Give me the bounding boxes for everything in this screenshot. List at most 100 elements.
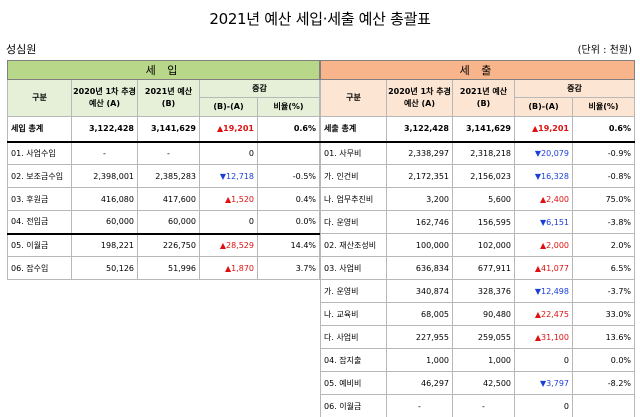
ratio-cell: 14.4% — [256, 233, 321, 257]
header-prev-budget: 2020년 1차 추경 예산 (A) — [71, 79, 138, 117]
diff-cell: 0 — [199, 141, 258, 165]
header-curr-budget: 2021년 예산 (B) — [137, 79, 200, 117]
prev-budget-cell: 3,122,428 — [71, 116, 138, 143]
prev-budget-cell: 2,172,351 — [386, 164, 453, 188]
diff-cell: 0 — [514, 348, 573, 372]
row-label: 가. 인건비 — [320, 164, 387, 188]
ratio-cell: 6.5% — [571, 256, 636, 280]
curr-budget-cell: 226,750 — [137, 233, 200, 257]
prev-budget-cell: 3,122,428 — [386, 116, 453, 143]
diff-cell: 0 — [514, 394, 573, 417]
diff-cell: 0 — [199, 210, 258, 235]
diff-cell: ▲41,077 — [514, 256, 573, 280]
prev-budget-cell: 1,000 — [386, 348, 453, 372]
row-label: 03. 후원금 — [7, 187, 72, 211]
prev-budget-cell: 68,005 — [386, 302, 453, 326]
table-total-row: 세입 총계 3,122,428 3,141,629 ▲19,201 0.6% — [7, 116, 321, 143]
table-row: 04. 전입금 60,000 60,000 0 0.0% — [7, 210, 321, 235]
row-label: 나. 교육비 — [320, 302, 387, 326]
row-label: 06. 잡수입 — [7, 256, 72, 280]
prev-budget-cell: 2,338,297 — [386, 141, 453, 165]
expense-rows: 세출 총계 3,122,428 3,141,629 ▲19,201 0.6% 01. 사무… — [320, 116, 636, 417]
row-label: 03. 사업비 — [320, 256, 387, 280]
curr-budget-cell: 5,600 — [452, 187, 515, 211]
prev-budget-cell: 416,080 — [71, 187, 138, 211]
diff-cell: ▼16,328 — [514, 164, 573, 188]
row-label: 01. 사업수입 — [7, 141, 72, 165]
ratio-cell: -8.2% — [571, 371, 636, 395]
table-row: 03. 후원금 416,080 417,600 ▲1,520 0.4% — [7, 187, 321, 211]
prev-budget-cell: 2,398,001 — [71, 164, 138, 188]
table-row: 06. 잡수입 50,126 51,996 ▲1,870 3.7% — [7, 256, 321, 280]
ratio-cell: 33.0% — [571, 302, 636, 326]
expense-banner-row: 세 출 — [319, 60, 636, 80]
curr-budget-cell: 2,156,023 — [452, 164, 515, 188]
ratio-cell: 0.6% — [256, 116, 321, 143]
ratio-cell: 0.0% — [571, 348, 636, 372]
diff-cell: ▼12,718 — [199, 164, 258, 188]
expense-table: 세 출 구분 2020년 1차 추경 예산 (A) 2021년 예산 (B) 증… — [319, 60, 636, 417]
table-row: 04. 잡지출 1,000 1,000 0 0.0% — [320, 348, 636, 372]
ratio-cell: 75.0% — [571, 187, 636, 211]
header-ratio: 비율(%) — [571, 97, 636, 117]
prev-budget-cell: 50,126 — [71, 256, 138, 280]
row-label: 다. 운영비 — [320, 210, 387, 234]
prev-budget-cell: 3,200 — [386, 187, 453, 211]
curr-budget-cell: - — [452, 394, 515, 417]
curr-budget-cell: - — [137, 141, 200, 165]
curr-budget-cell: 1,000 — [452, 348, 515, 372]
diff-cell: ▲2,400 — [514, 187, 573, 211]
prev-budget-cell: 340,874 — [386, 279, 453, 303]
prev-budget-cell: 46,297 — [386, 371, 453, 395]
curr-budget-cell: 677,911 — [452, 256, 515, 280]
diff-cell: ▼20,079 — [514, 141, 573, 165]
header-diff: (B)-(A) — [514, 97, 573, 117]
table-row: 03. 사업비 636,834 677,911 ▲41,077 6.5% — [320, 256, 636, 280]
prev-budget-cell: 100,000 — [386, 233, 453, 257]
ratio-cell: 0.4% — [256, 187, 321, 211]
row-label: 세출 총계 — [320, 116, 387, 143]
table-row: 05. 예비비 46,297 42,500 ▼3,797 -8.2% — [320, 371, 636, 395]
diff-cell: ▲31,100 — [514, 325, 573, 349]
row-label: 02. 재산조성비 — [320, 233, 387, 257]
diff-cell: ▲2,000 — [514, 233, 573, 257]
table-row: 나. 업무추진비 3,200 5,600 ▲2,400 75.0% — [320, 187, 636, 211]
ratio-cell: 0.6% — [571, 116, 636, 143]
curr-budget-cell: 90,480 — [452, 302, 515, 326]
curr-budget-cell: 156,595 — [452, 210, 515, 234]
curr-budget-cell: 42,500 — [452, 371, 515, 395]
curr-budget-cell: 3,141,629 — [137, 116, 200, 143]
table-row: 06. 이월금 - -0 — [320, 394, 636, 417]
curr-budget-cell: 417,600 — [137, 187, 200, 211]
header-category: 구분 — [320, 79, 387, 117]
table-row: 나. 교육비 68,005 90,480 ▲22,475 33.0% — [320, 302, 636, 326]
diff-cell: ▼12,498 — [514, 279, 573, 303]
income-rows: 세입 총계 3,122,428 3,141,629 ▲19,201 0.6% 01. 사업… — [7, 116, 321, 280]
income-banner: 세 입 — [6, 60, 321, 80]
row-label: 04. 잡지출 — [320, 348, 387, 372]
header-category: 구분 — [7, 79, 72, 117]
header-ratio: 비율(%) — [256, 97, 321, 117]
curr-budget-cell: 2,385,283 — [137, 164, 200, 188]
ratio-cell: -0.9% — [571, 141, 636, 165]
ratio-cell: -0.5% — [256, 164, 321, 188]
table-row: 05. 이월금 198,221 226,750 ▲28,529 14.4% — [7, 233, 321, 257]
table-row: 다. 운영비 162,746 156,595 ▼6,151 -3.8% — [320, 210, 636, 234]
prev-budget-cell: 227,955 — [386, 325, 453, 349]
row-label: 01. 사무비 — [320, 141, 387, 165]
header-prev-budget: 2020년 1차 추경 예산 (A) — [386, 79, 453, 117]
row-label: 04. 전입금 — [7, 210, 72, 235]
prev-budget-cell: 198,221 — [71, 233, 138, 257]
curr-budget-cell: 60,000 — [137, 210, 200, 235]
curr-budget-cell: 102,000 — [452, 233, 515, 257]
row-label: 세입 총계 — [7, 116, 72, 143]
curr-budget-cell: 259,055 — [452, 325, 515, 349]
prev-budget-cell: - — [71, 141, 138, 165]
header-diff: (B)-(A) — [199, 97, 258, 117]
table-row: 01. 사무비 2,338,297 2,318,218 ▼20,079 -0.9% — [320, 141, 636, 165]
row-label: 05. 이월금 — [7, 233, 72, 257]
prev-budget-cell: - — [386, 394, 453, 417]
row-label: 02. 보조금수입 — [7, 164, 72, 188]
curr-budget-cell: 3,141,629 — [452, 116, 515, 143]
ratio-cell: -3.7% — [571, 279, 636, 303]
